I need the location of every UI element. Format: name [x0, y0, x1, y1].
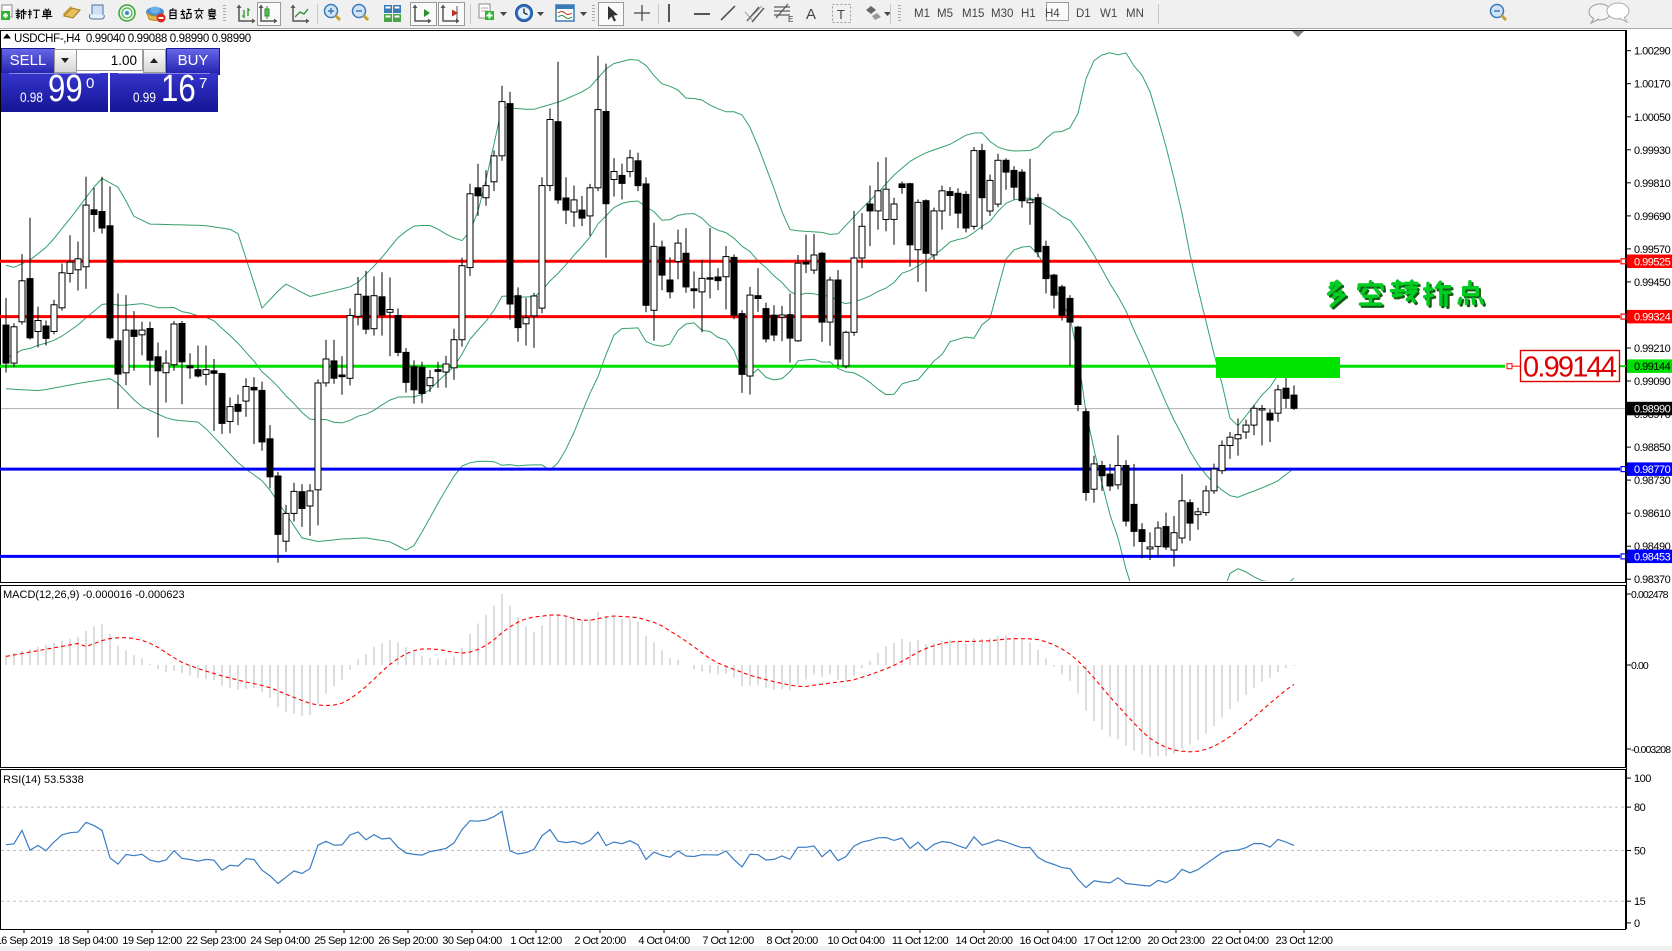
- svg-text:RSI(14) 53.5338: RSI(14) 53.5338: [3, 774, 84, 786]
- svg-text:0.99930: 0.99930: [1634, 145, 1671, 157]
- svg-text:T: T: [837, 7, 845, 22]
- svg-text:0.99144: 0.99144: [1634, 361, 1671, 373]
- svg-text:MACD(12,26,9) -0.000016 -0.000: MACD(12,26,9) -0.000016 -0.000623: [3, 589, 185, 601]
- svg-text:-0.003208: -0.003208: [1631, 744, 1671, 756]
- svg-text:0.99570: 0.99570: [1634, 244, 1671, 256]
- svg-text:23 Oct 12:00: 23 Oct 12:00: [1276, 935, 1333, 947]
- svg-text:16 Oct 04:00: 16 Oct 04:00: [1020, 935, 1077, 947]
- svg-text:4 Oct 04:00: 4 Oct 04:00: [638, 935, 690, 947]
- svg-text:80: 80: [1634, 802, 1646, 814]
- svg-text:24 Sep 04:00: 24 Sep 04:00: [250, 935, 310, 947]
- svg-text:26 Sep 20:00: 26 Sep 20:00: [378, 935, 438, 947]
- svg-text:0.99690: 0.99690: [1634, 211, 1671, 223]
- svg-text:E: E: [788, 15, 793, 24]
- svg-text:22 Oct 04:00: 22 Oct 04:00: [1212, 935, 1269, 947]
- svg-text:20 Oct 23:00: 20 Oct 23:00: [1148, 935, 1205, 947]
- svg-text:15: 15: [1634, 896, 1646, 908]
- svg-text:0.99324: 0.99324: [1634, 312, 1671, 324]
- svg-text:0.00: 0.00: [1631, 660, 1649, 672]
- svg-text:14 Oct 20:00: 14 Oct 20:00: [956, 935, 1013, 947]
- svg-text:0.99144: 0.99144: [1523, 352, 1617, 384]
- svg-text:7 Oct 12:00: 7 Oct 12:00: [702, 935, 754, 947]
- svg-text:22 Sep 23:00: 22 Sep 23:00: [186, 935, 246, 947]
- svg-text:1.00050: 1.00050: [1634, 112, 1671, 124]
- svg-text:18 Sep 04:00: 18 Sep 04:00: [58, 935, 118, 947]
- svg-text:2 Oct 20:00: 2 Oct 20:00: [574, 935, 626, 947]
- svg-text:25 Sep 12:00: 25 Sep 12:00: [314, 935, 374, 947]
- svg-text:10 Oct 04:00: 10 Oct 04:00: [828, 935, 885, 947]
- svg-text:11 Oct 12:00: 11 Oct 12:00: [892, 935, 949, 947]
- svg-text:16 Sep 2019: 16 Sep 2019: [0, 935, 53, 947]
- svg-text:0.99090: 0.99090: [1634, 376, 1671, 388]
- svg-text:0.99810: 0.99810: [1634, 178, 1671, 190]
- svg-text:1 Oct 12:00: 1 Oct 12:00: [510, 935, 562, 947]
- svg-text:8 Oct 20:00: 8 Oct 20:00: [766, 935, 818, 947]
- svg-text:0.98370: 0.98370: [1634, 574, 1671, 586]
- svg-text:0.98850: 0.98850: [1634, 442, 1671, 454]
- svg-text:0.99525: 0.99525: [1634, 256, 1671, 268]
- svg-text:USDCHF-,H4 0.99040 0.99088 0.: USDCHF-,H4 0.99040 0.99088 0.98990 0.989…: [14, 33, 251, 45]
- svg-text:0.98770: 0.98770: [1634, 464, 1671, 476]
- svg-text:0.98730: 0.98730: [1634, 475, 1671, 487]
- svg-text:0.99210: 0.99210: [1634, 343, 1671, 355]
- svg-text:1.00170: 1.00170: [1634, 79, 1671, 91]
- svg-text:0.98990: 0.98990: [1634, 404, 1671, 416]
- svg-text:19 Sep 12:00: 19 Sep 12:00: [122, 935, 182, 947]
- svg-text:0.98610: 0.98610: [1634, 508, 1671, 520]
- svg-text:30 Sep 04:00: 30 Sep 04:00: [442, 935, 502, 947]
- svg-text:0: 0: [1634, 918, 1640, 930]
- svg-text:17 Oct 12:00: 17 Oct 12:00: [1084, 935, 1141, 947]
- svg-text:A: A: [806, 6, 816, 23]
- svg-text:50: 50: [1634, 846, 1646, 858]
- svg-text:0.98453: 0.98453: [1634, 551, 1671, 563]
- svg-text:1.00290: 1.00290: [1634, 46, 1671, 58]
- svg-text:0.99450: 0.99450: [1634, 277, 1671, 289]
- svg-text:100: 100: [1634, 773, 1651, 785]
- svg-text:0.002478: 0.002478: [1631, 589, 1669, 601]
